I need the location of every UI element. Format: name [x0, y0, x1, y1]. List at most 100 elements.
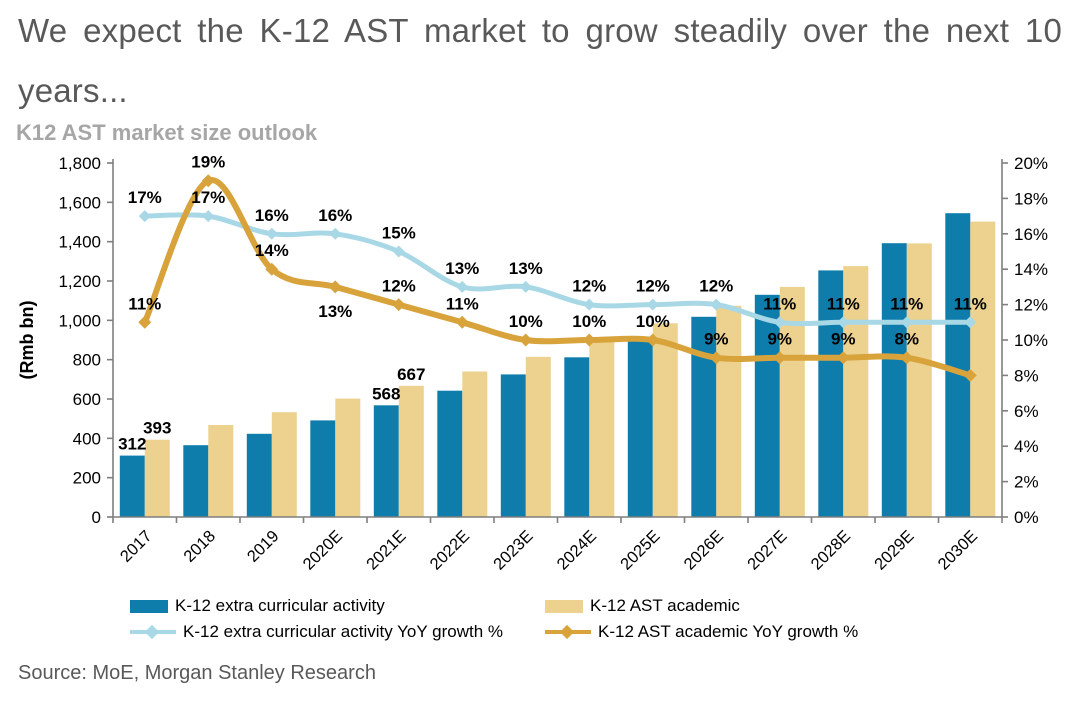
growth-label-extracurricular-2017: 17%	[128, 188, 162, 207]
right-axis-tick-label: 20%	[1014, 154, 1048, 173]
growth-label-ast-academic-2024E: 10%	[572, 312, 606, 331]
x-axis-label-2017: 2017	[117, 527, 156, 566]
source-note: Source: MoE, Morgan Stanley Research	[18, 662, 376, 684]
growth-label-ast-academic-2029E: 8%	[894, 330, 919, 349]
bar-swatch-ast-academic	[545, 599, 583, 613]
left-axis-tick-label: 600	[73, 390, 101, 409]
bar-extracurricular-2022E	[437, 390, 463, 517]
marker-extracurricular-2022E	[456, 280, 469, 293]
marker-ast-academic-2024E	[582, 333, 596, 347]
left-axis-tick-label: 1,200	[58, 272, 101, 291]
left-axis-tick-label: 400	[73, 429, 101, 448]
marker-extracurricular-2017	[138, 210, 151, 223]
left-axis-tick-label: 1,600	[58, 193, 101, 212]
growth-label-ast-academic-2019: 14%	[255, 241, 289, 260]
growth-label-extracurricular-2023E: 13%	[509, 259, 543, 278]
marker-extracurricular-2027E	[773, 316, 786, 329]
growth-label-extracurricular-2022E: 13%	[445, 259, 479, 278]
line-extracurricular-yoy	[142, 212, 973, 327]
bar-extracurricular-2020E	[310, 420, 336, 517]
x-axis-label-2025E: 2025E	[617, 527, 663, 573]
growth-label-ast-academic-2028E: 9%	[831, 330, 856, 349]
growth-label-ast-academic-2026E: 9%	[704, 330, 729, 349]
legend-item-ast-academic-line: K-12 AST academic YoY growth %	[545, 622, 858, 642]
x-axis-label-2020E: 2020E	[300, 527, 346, 573]
bar-ast-academic-2029E	[906, 243, 932, 517]
left-axis-tick-label: 1,400	[58, 233, 101, 252]
marker-ast-academic-2030E	[963, 368, 977, 382]
bar-extracurricular-2027E	[754, 294, 780, 517]
x-axis-label-2021E: 2021E	[363, 527, 409, 573]
bar-extracurricular-2019	[246, 433, 272, 517]
marker-ast-academic-2023E	[519, 333, 533, 347]
bar-value-label-extracurricular-2021E: 568	[372, 384, 400, 403]
x-axis-label-2024E: 2024E	[554, 527, 600, 573]
line-swatch-extracurricular	[130, 624, 176, 639]
bar-ast-academic-2021E	[398, 385, 424, 517]
growth-label-ast-academic-2027E: 9%	[767, 330, 792, 349]
left-axis-tick-label: 1,800	[58, 154, 101, 173]
marker-ast-academic-2020E	[328, 280, 342, 294]
right-axis-tick-label: 4%	[1014, 437, 1039, 456]
page-title-line2: years...	[18, 72, 128, 109]
x-axis-label-2023E: 2023E	[490, 527, 536, 573]
bar-ast-academic-2024E	[589, 340, 615, 517]
marker-ast-academic-2025E	[646, 333, 660, 347]
page-title-line1: We expect the K-12 AST market to grow st…	[18, 12, 1062, 49]
bar-extracurricular-2029E	[881, 243, 907, 517]
marker-ast-academic-2017	[138, 315, 152, 329]
left-axis-tick-label: 800	[73, 351, 101, 370]
bar-extracurricular-2018	[183, 445, 209, 517]
x-axis-label-2026E: 2026E	[681, 527, 727, 573]
x-axis-label-2029E: 2029E	[871, 527, 917, 573]
bar-extracurricular-2030E	[945, 213, 971, 517]
growth-label-extracurricular-2019: 16%	[255, 206, 289, 225]
line-swatch-ast-academic	[545, 624, 591, 639]
right-axis-tick-label: 18%	[1014, 189, 1048, 208]
x-axis-label-2018: 2018	[180, 527, 219, 566]
marker-ast-academic-2026E	[709, 351, 723, 365]
legend-label-extracurricular-bar: K-12 extra curricular activity	[175, 596, 385, 615]
marker-extracurricular-2018	[202, 210, 215, 223]
x-axis-label-2019: 2019	[244, 527, 283, 566]
bar-ast-academic-2030E	[970, 221, 996, 517]
bar-ast-academic-2017	[144, 439, 170, 517]
marker-extracurricular-2024E	[583, 298, 596, 311]
x-axis-label-2030E: 2030E	[935, 527, 981, 573]
marker-extracurricular-2019	[265, 227, 278, 240]
bar-extracurricular-2024E	[564, 357, 590, 517]
growth-label-extracurricular-2025E: 12%	[636, 277, 670, 296]
bar-value-label-ast-academic-2017: 393	[143, 419, 171, 438]
legend-item-extracurricular-bar: K-12 extra curricular activity	[130, 596, 385, 616]
marker-ast-academic-2028E	[836, 351, 850, 365]
x-axis-label-2022E: 2022E	[427, 527, 473, 573]
marker-extracurricular-2021E	[392, 245, 405, 258]
bar-ast-academic-2023E	[525, 356, 551, 517]
legend-label-ast-academic-line: K-12 AST academic YoY growth %	[598, 622, 859, 641]
legend-item-ast-academic-bar: K-12 AST academic	[545, 596, 740, 616]
marker-extracurricular-2028E	[837, 316, 850, 329]
marker-extracurricular-2030E	[964, 316, 977, 329]
right-axis-tick-label: 12%	[1014, 296, 1048, 315]
marker-extracurricular-2020E	[329, 227, 342, 240]
bar-extracurricular-2023E	[500, 374, 526, 517]
right-axis-tick-label: 0%	[1014, 508, 1039, 527]
left-axis-tick-label: 0	[92, 508, 101, 527]
bar-ast-academic-2019	[271, 412, 297, 517]
growth-label-ast-academic-2020E: 13%	[318, 302, 352, 321]
marker-ast-academic-2019	[265, 262, 279, 276]
growth-label-extracurricular-2026E: 12%	[699, 277, 733, 296]
legend-label-ast-academic-bar: K-12 AST academic	[590, 596, 740, 615]
left-axis-title: (Rmb bn)	[17, 301, 37, 380]
page-title: We expect the K-12 AST market to grow st…	[18, 12, 1062, 110]
left-axis-tick-label: 200	[73, 469, 101, 488]
left-axis-tick-label: 1,000	[58, 311, 101, 330]
x-axis-label-2027E: 2027E	[744, 527, 790, 573]
bar-ast-academic-2020E	[335, 398, 361, 517]
marker-ast-academic-2018	[201, 174, 215, 188]
right-axis-tick-label: 10%	[1014, 331, 1048, 350]
bar-extracurricular-2028E	[818, 270, 844, 517]
marker-extracurricular-2026E	[710, 298, 723, 311]
growth-label-ast-academic-2023E: 10%	[509, 312, 543, 331]
